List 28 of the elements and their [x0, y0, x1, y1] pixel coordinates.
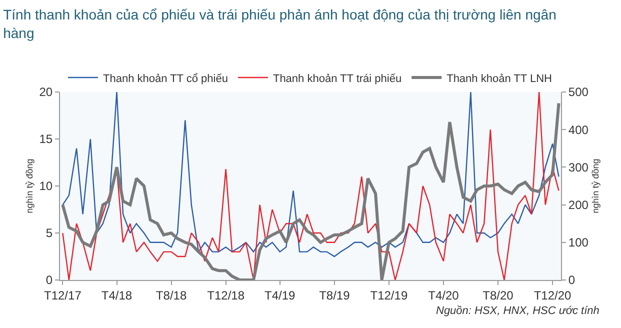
x-tick-label: T4/20: [428, 288, 460, 302]
x-tick-label: T12/17: [44, 288, 82, 302]
x-tick-label: T12/18: [207, 288, 245, 302]
y2-tick-label: 100: [568, 236, 589, 250]
legend-label: Thanh khoản TT trái phiếu: [272, 72, 402, 85]
y-axis-title: nghìn tỷ đồng: [24, 158, 35, 214]
y-tick-label: 10: [39, 179, 53, 194]
x-tick-label: T8/19: [319, 288, 350, 302]
y-tick-label: 15: [39, 132, 53, 146]
y2-tick-label: 0: [568, 273, 576, 288]
x-tick-label: T4/18: [101, 288, 132, 302]
x-tick-label: T4/19: [264, 288, 296, 302]
x-tick-label: T8/20: [482, 288, 514, 302]
y2-tick-label: 500: [568, 85, 589, 100]
legend-label: Thanh khoản TT LNH: [446, 72, 552, 85]
y-tick-label: 20: [39, 85, 53, 100]
x-tick-label: T12/19: [370, 288, 408, 302]
y2-axis-title: nghìn tỷ đồng: [590, 158, 601, 214]
y2-tick-label: 300: [568, 160, 589, 174]
legend-label: Thanh khoản TT cổ phiếu: [103, 72, 228, 85]
text: Nguồn: HSX, HNX, HSC ước tính: [436, 305, 600, 317]
y2-tick-label: 400: [568, 122, 589, 137]
chart-title: Tính thanh khoản của cổ phiếu và trái phiếu phản ánh hoạt động của thị trường liên ngân hàng: [3, 6, 556, 41]
x-tick-label: T12/20: [534, 288, 572, 302]
y-tick-label: 0: [46, 273, 53, 288]
y2-tick-label: 200: [568, 198, 589, 212]
y-tick-label: 5: [46, 226, 53, 240]
x-tick-label: T8/18: [156, 288, 187, 302]
